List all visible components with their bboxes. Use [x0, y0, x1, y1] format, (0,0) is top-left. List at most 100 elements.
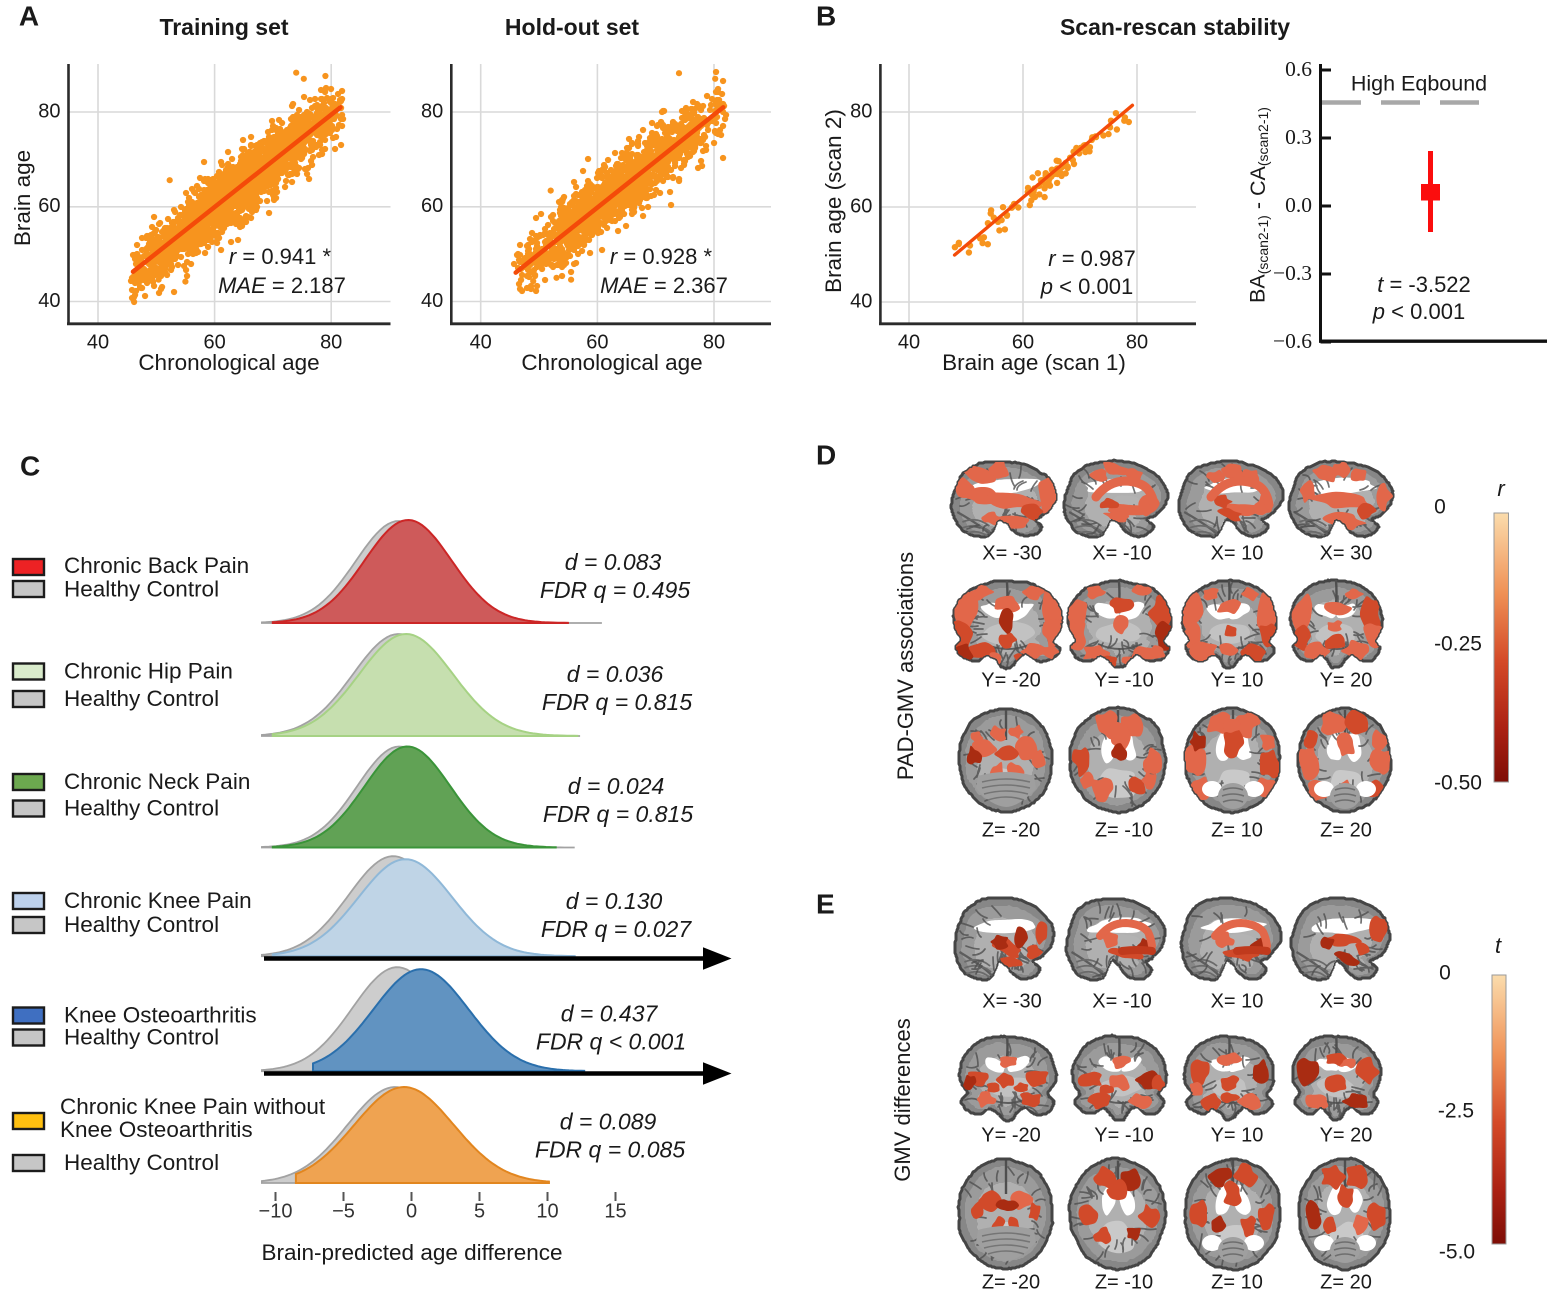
svg-text:D: D	[816, 439, 836, 470]
svg-text:Z= 20: Z= 20	[1320, 1271, 1372, 1293]
svg-text:40: 40	[38, 290, 60, 312]
svg-text:10: 10	[536, 1200, 558, 1222]
svg-text:Y= 20: Y= 20	[1320, 1124, 1373, 1146]
svg-text:r = 0.941 *: r = 0.941 *	[229, 244, 332, 269]
svg-text:−0.3: −0.3	[1273, 261, 1312, 285]
svg-text:d = 0.130: d = 0.130	[566, 888, 663, 914]
svg-text:d = 0.024: d = 0.024	[568, 773, 665, 799]
svg-text:Scan-rescan stability: Scan-rescan stability	[1060, 14, 1290, 40]
svg-text:Healthy Control: Healthy Control	[64, 795, 219, 820]
svg-text:40: 40	[470, 331, 492, 353]
svg-text:Y= 20: Y= 20	[1320, 669, 1373, 691]
svg-text:Z= -10: Z= -10	[1095, 819, 1153, 841]
svg-text:Z= -10: Z= -10	[1095, 1271, 1153, 1293]
svg-text:Brain age: Brain age	[10, 150, 35, 246]
svg-text:-5.0: -5.0	[1439, 1241, 1475, 1264]
svg-text:Healthy Control: Healthy Control	[64, 912, 219, 937]
svg-text:-0.50: -0.50	[1434, 772, 1482, 795]
svg-text:Chronic Neck Pain: Chronic Neck Pain	[64, 769, 250, 794]
svg-text:Z= -20: Z= -20	[982, 1271, 1040, 1293]
svg-text:-0.25: -0.25	[1434, 633, 1482, 656]
svg-text:80: 80	[850, 100, 872, 122]
svg-text:60: 60	[1012, 331, 1034, 353]
svg-text:MAE = 2.187: MAE = 2.187	[218, 273, 346, 298]
svg-text:r = 0.987: r = 0.987	[1048, 246, 1135, 271]
svg-text:80: 80	[703, 331, 725, 353]
svg-text:Z= -20: Z= -20	[982, 819, 1040, 841]
svg-text:t = -3.522: t = -3.522	[1377, 272, 1471, 297]
svg-text:p < 0.001: p < 0.001	[1040, 274, 1133, 299]
svg-text:15: 15	[604, 1200, 626, 1222]
svg-text:Training set: Training set	[159, 14, 288, 40]
svg-text:B: B	[816, 0, 836, 31]
svg-text:0.0: 0.0	[1285, 193, 1312, 217]
svg-text:40: 40	[87, 331, 109, 353]
svg-text:Chronological age: Chronological age	[521, 350, 702, 375]
svg-text:BA(scan2-1) - CA(scan2-1): BA(scan2-1) - CA(scan2-1)	[1246, 107, 1271, 303]
svg-text:60: 60	[38, 195, 60, 217]
svg-text:FDR q = 0.815: FDR q = 0.815	[543, 801, 693, 827]
svg-text:MAE = 2.367: MAE = 2.367	[600, 273, 728, 298]
svg-text:Brain age (scan 2): Brain age (scan 2)	[821, 109, 846, 293]
svg-text:40: 40	[850, 290, 872, 312]
svg-text:60: 60	[203, 331, 225, 353]
svg-text:X= -10: X= -10	[1092, 990, 1151, 1012]
svg-text:Knee Osteoarthritis: Knee Osteoarthritis	[64, 1002, 257, 1027]
svg-text:Y= 10: Y= 10	[1211, 1124, 1264, 1146]
svg-text:FDR q = 0.027: FDR q = 0.027	[541, 916, 692, 942]
svg-text:FDR q = 0.085: FDR q = 0.085	[535, 1137, 685, 1163]
svg-text:E: E	[816, 888, 835, 919]
svg-text:X= -30: X= -30	[982, 990, 1041, 1012]
svg-text:Z= 10: Z= 10	[1211, 1271, 1263, 1293]
svg-text:PAD-GMV associations: PAD-GMV associations	[893, 552, 918, 780]
svg-text:0.3: 0.3	[1285, 125, 1312, 149]
svg-text:t: t	[1495, 933, 1502, 958]
svg-text:FDR q < 0.001: FDR q < 0.001	[536, 1029, 686, 1055]
svg-text:Y= 10: Y= 10	[1211, 669, 1264, 691]
svg-text:80: 80	[1126, 331, 1148, 353]
svg-text:FDR q = 0.815: FDR q = 0.815	[542, 689, 692, 715]
svg-text:60: 60	[850, 195, 872, 217]
svg-text:X= 10: X= 10	[1211, 542, 1264, 564]
svg-text:Y= -10: Y= -10	[1094, 669, 1153, 691]
svg-text:X= -30: X= -30	[982, 542, 1041, 564]
svg-text:Healthy Control: Healthy Control	[64, 1024, 219, 1049]
svg-text:Knee Osteoarthritis: Knee Osteoarthritis	[60, 1117, 253, 1142]
svg-text:60: 60	[421, 195, 443, 217]
svg-text:C: C	[20, 450, 40, 481]
svg-text:Z= 20: Z= 20	[1320, 819, 1372, 841]
svg-text:Chronic Knee Pain without: Chronic Knee Pain without	[60, 1094, 326, 1119]
svg-text:GMV differences: GMV differences	[890, 1018, 915, 1181]
svg-text:d = 0.089: d = 0.089	[560, 1109, 657, 1135]
svg-text:Hold-out set: Hold-out set	[505, 14, 639, 40]
svg-text:80: 80	[38, 100, 60, 122]
svg-text:Chronological age: Chronological age	[138, 350, 319, 375]
svg-text:0: 0	[406, 1200, 417, 1222]
svg-text:Brain age (scan 1): Brain age (scan 1)	[942, 350, 1126, 375]
svg-text:d = 0.437: d = 0.437	[561, 1001, 659, 1027]
svg-text:Y= -20: Y= -20	[981, 1124, 1040, 1146]
svg-text:60: 60	[586, 331, 608, 353]
svg-text:0: 0	[1439, 962, 1451, 985]
svg-text:5: 5	[474, 1200, 485, 1222]
svg-text:X= 30: X= 30	[1320, 990, 1373, 1012]
svg-text:r = 0.928 *: r = 0.928 *	[610, 244, 713, 269]
svg-text:Chronic Hip Pain: Chronic Hip Pain	[64, 658, 233, 683]
svg-text:Brain-predicted age difference: Brain-predicted age difference	[261, 1240, 562, 1265]
svg-text:d = 0.036: d = 0.036	[567, 661, 664, 687]
svg-text:A: A	[19, 0, 39, 31]
svg-text:X= -10: X= -10	[1092, 542, 1151, 564]
svg-text:40: 40	[421, 290, 443, 312]
svg-text:Y= -20: Y= -20	[981, 669, 1040, 691]
svg-text:Chronic Back Pain: Chronic Back Pain	[64, 553, 249, 578]
svg-text:High Eqbound: High Eqbound	[1351, 72, 1487, 96]
svg-text:0.6: 0.6	[1285, 57, 1312, 81]
svg-text:X= 10: X= 10	[1211, 990, 1264, 1012]
svg-text:-2.5: -2.5	[1438, 1100, 1474, 1123]
svg-text:Healthy Control: Healthy Control	[64, 576, 219, 601]
svg-text:FDR q = 0.495: FDR q = 0.495	[540, 577, 690, 603]
svg-text:Y= -10: Y= -10	[1094, 1124, 1153, 1146]
svg-text:Chronic Knee Pain: Chronic Knee Pain	[64, 888, 252, 913]
svg-text:0: 0	[1434, 496, 1446, 519]
svg-text:X= 30: X= 30	[1320, 542, 1373, 564]
